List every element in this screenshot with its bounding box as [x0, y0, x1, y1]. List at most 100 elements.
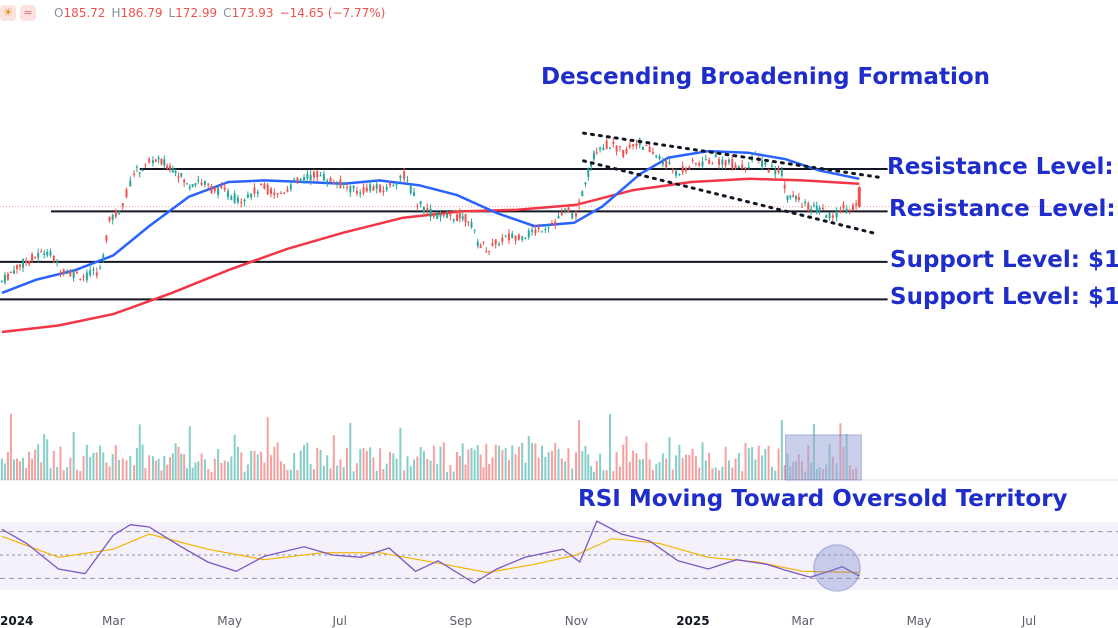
volume-bar [52, 450, 55, 480]
volume-bar [464, 464, 467, 480]
volume-bar [56, 466, 59, 480]
candle-body [185, 183, 188, 185]
ma200-line [1, 177, 860, 334]
candle-body [605, 140, 608, 149]
volume-bar [95, 452, 98, 480]
candle-body [701, 161, 704, 167]
volume-bar [734, 458, 737, 480]
volume-bar [256, 454, 259, 480]
volume-bar [200, 453, 203, 480]
candle-body [511, 233, 514, 238]
close-label: C [223, 6, 232, 20]
volume-bar [655, 464, 658, 480]
candle-body [432, 214, 435, 217]
candle-body [346, 186, 349, 188]
volume-bar [547, 452, 550, 480]
volume-bar [236, 446, 239, 480]
volume-bar [3, 463, 6, 480]
volume-bar [625, 436, 628, 480]
candle-body [812, 205, 815, 207]
candle-body [406, 180, 409, 182]
sun-cloud-icon: ☀ [0, 5, 16, 21]
candle-body [622, 149, 625, 157]
candle-body [625, 149, 628, 154]
candle-body [52, 255, 55, 262]
candle-body [595, 152, 598, 154]
candle-body [293, 179, 296, 181]
candle-body [385, 186, 388, 190]
volume-bar [581, 451, 584, 480]
volume-bar [724, 446, 727, 480]
volume-bar [385, 463, 388, 480]
candle-body [15, 265, 18, 269]
candle-body [429, 208, 432, 217]
candle-body [828, 212, 831, 219]
candle-body [851, 205, 854, 211]
volume-bar [12, 459, 15, 480]
volume-bar [504, 448, 507, 480]
candle-body [557, 216, 560, 219]
candle-body [458, 211, 461, 218]
candle-body [270, 188, 273, 194]
candle-body [485, 251, 488, 253]
close-value: 173.93 [231, 6, 274, 20]
volume-bar [587, 454, 590, 480]
candle-body [121, 203, 124, 207]
candle-body [148, 158, 151, 163]
candle-body [751, 159, 754, 161]
volume-bar [168, 457, 171, 480]
ohlc-legend: ☀ ≈ O 185.72 H 186.79 L 172.99 C 173.93 … [0, 2, 391, 24]
candle-body [592, 152, 595, 160]
candle-body [825, 215, 828, 218]
volume-bar [544, 457, 547, 480]
rsi-band [0, 522, 1118, 590]
volume-bar [694, 456, 697, 480]
candle-body [349, 186, 352, 193]
volume-bar [494, 444, 497, 480]
volume-bar [467, 449, 470, 480]
candle-body [355, 191, 358, 194]
candle-body [260, 183, 263, 185]
candle-body [59, 272, 62, 274]
candle-body [804, 201, 807, 204]
volume-bar [203, 459, 206, 480]
volume-bar [365, 450, 368, 480]
volume-bar [688, 454, 691, 480]
candle-body [800, 206, 803, 208]
volume-bar [638, 459, 641, 480]
candle-body [704, 158, 707, 160]
candle-body [810, 209, 813, 211]
candle-body [339, 179, 342, 189]
candle-body [89, 270, 92, 276]
volume-bar [332, 435, 335, 480]
candle-body [43, 253, 46, 255]
candle-body [831, 215, 834, 219]
wave-icon: ≈ [20, 5, 36, 21]
candle-body [461, 216, 464, 220]
resistance-level-label-2: Resistance Level: $ [889, 196, 1118, 223]
candle-body [467, 221, 470, 223]
volume-bar [191, 467, 194, 480]
volume-bar [362, 448, 365, 480]
candle-body [359, 192, 362, 195]
candle-body [223, 187, 226, 190]
volume-bar [685, 454, 688, 480]
volume-bar [69, 457, 72, 480]
volume-bar [449, 464, 452, 480]
volume-bar [9, 413, 12, 480]
volume-bar [138, 424, 141, 480]
candle-body [168, 165, 171, 170]
candle-body [230, 196, 233, 200]
volume-bar [166, 464, 169, 480]
candle-body [117, 213, 120, 215]
volume-bar [721, 466, 724, 480]
candle-body [537, 227, 540, 229]
candle-body [615, 145, 618, 152]
volume-bar [346, 448, 349, 480]
volume-bar [185, 468, 188, 480]
volume-bar [628, 461, 631, 480]
candle-body [200, 182, 203, 185]
volume-bar [253, 450, 256, 480]
candle-body [590, 163, 593, 167]
